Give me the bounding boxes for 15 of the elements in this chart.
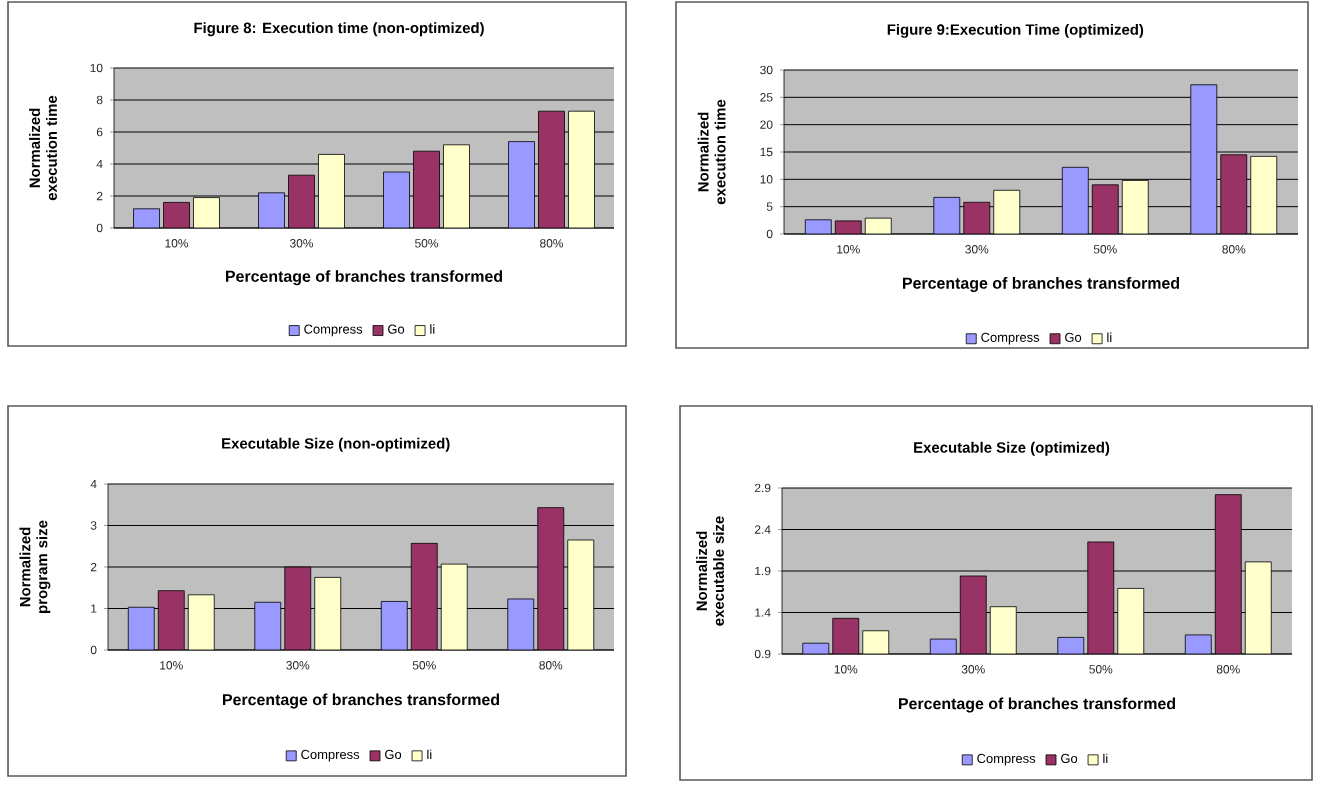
bar [254, 601, 282, 650]
bar [1121, 180, 1149, 234]
bar [380, 601, 408, 650]
bar [187, 594, 215, 650]
bar [1250, 155, 1278, 234]
bar [993, 189, 1021, 234]
bar [507, 598, 535, 650]
bar [440, 563, 468, 650]
bar [314, 576, 342, 650]
bar [410, 542, 438, 650]
bar [567, 539, 595, 650]
bar [284, 566, 312, 650]
bar [127, 606, 155, 650]
bar [537, 507, 565, 650]
bar [157, 590, 185, 650]
